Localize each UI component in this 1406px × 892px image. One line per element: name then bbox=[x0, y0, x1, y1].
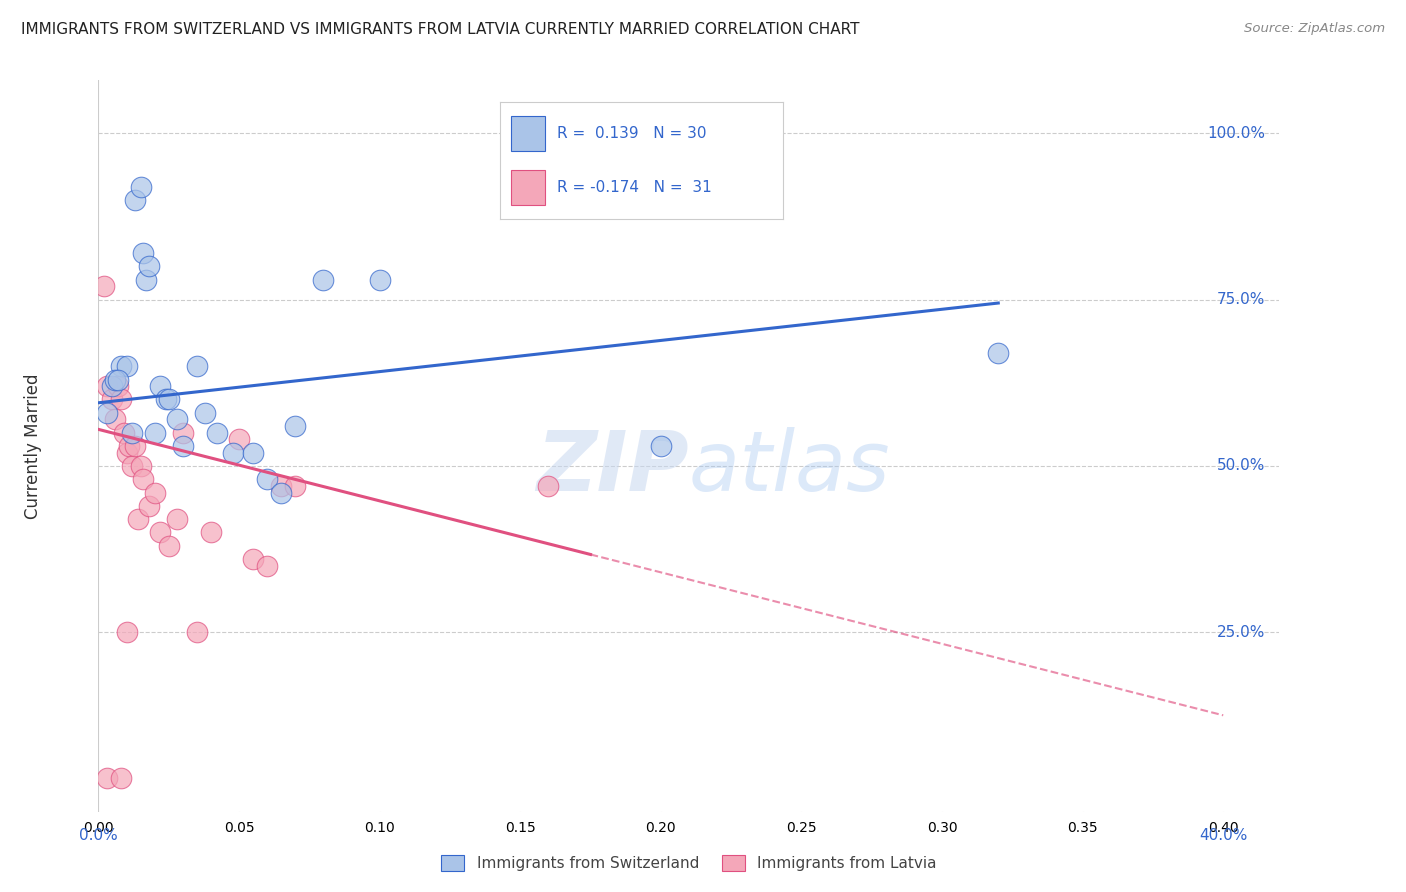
Point bbox=[138, 499, 160, 513]
Text: 40.0%: 40.0% bbox=[1199, 829, 1247, 843]
Legend: Immigrants from Switzerland, Immigrants from Latvia: Immigrants from Switzerland, Immigrants … bbox=[436, 849, 942, 877]
Text: ZIP: ZIP bbox=[536, 427, 689, 508]
Text: Currently Married: Currently Married bbox=[24, 373, 42, 519]
Text: 50.0%: 50.0% bbox=[1218, 458, 1265, 474]
Point bbox=[96, 406, 118, 420]
Point bbox=[132, 472, 155, 486]
Point bbox=[312, 273, 335, 287]
Point bbox=[127, 512, 149, 526]
Text: 25.0%: 25.0% bbox=[1218, 624, 1265, 640]
Point bbox=[987, 346, 1010, 360]
Point bbox=[270, 485, 292, 500]
Point bbox=[155, 392, 177, 407]
Point bbox=[135, 273, 157, 287]
Text: 0.0%: 0.0% bbox=[79, 829, 118, 843]
Point bbox=[650, 439, 672, 453]
Point bbox=[186, 359, 208, 374]
Point bbox=[121, 425, 143, 440]
Text: atlas: atlas bbox=[689, 427, 890, 508]
Point bbox=[143, 485, 166, 500]
Point bbox=[107, 379, 129, 393]
Point bbox=[132, 246, 155, 260]
Point bbox=[368, 273, 391, 287]
Point bbox=[110, 359, 132, 374]
Point bbox=[96, 379, 118, 393]
Point bbox=[149, 379, 172, 393]
Text: Source: ZipAtlas.com: Source: ZipAtlas.com bbox=[1244, 22, 1385, 36]
Point bbox=[284, 479, 307, 493]
Point bbox=[256, 558, 278, 573]
Point bbox=[172, 439, 194, 453]
Point bbox=[124, 439, 146, 453]
Point bbox=[143, 425, 166, 440]
Point bbox=[118, 439, 141, 453]
Point bbox=[256, 472, 278, 486]
Point bbox=[149, 525, 172, 540]
Point bbox=[205, 425, 228, 440]
Point bbox=[166, 412, 188, 426]
Point bbox=[112, 425, 135, 440]
Point bbox=[107, 372, 129, 386]
Point bbox=[270, 479, 292, 493]
Point bbox=[284, 419, 307, 434]
Point bbox=[115, 625, 138, 640]
Point bbox=[228, 433, 250, 447]
Point bbox=[242, 552, 264, 566]
Point bbox=[129, 458, 152, 473]
Point bbox=[101, 379, 124, 393]
Point bbox=[166, 512, 188, 526]
Point bbox=[222, 445, 245, 459]
Point bbox=[101, 392, 124, 407]
Point bbox=[124, 193, 146, 207]
Point bbox=[200, 525, 222, 540]
Point bbox=[194, 406, 217, 420]
Point bbox=[96, 772, 118, 786]
Text: IMMIGRANTS FROM SWITZERLAND VS IMMIGRANTS FROM LATVIA CURRENTLY MARRIED CORRELAT: IMMIGRANTS FROM SWITZERLAND VS IMMIGRANT… bbox=[21, 22, 859, 37]
Point bbox=[104, 412, 127, 426]
Point bbox=[157, 539, 180, 553]
Text: 75.0%: 75.0% bbox=[1218, 293, 1265, 307]
Text: 100.0%: 100.0% bbox=[1208, 126, 1265, 141]
Point bbox=[172, 425, 194, 440]
Point bbox=[157, 392, 180, 407]
Point bbox=[115, 445, 138, 459]
Point bbox=[110, 772, 132, 786]
Point bbox=[537, 479, 560, 493]
Point bbox=[186, 625, 208, 640]
Point bbox=[93, 279, 115, 293]
Point bbox=[138, 260, 160, 274]
Point bbox=[104, 372, 127, 386]
Point bbox=[242, 445, 264, 459]
Point bbox=[115, 359, 138, 374]
Point bbox=[121, 458, 143, 473]
Point bbox=[129, 179, 152, 194]
Point bbox=[110, 392, 132, 407]
